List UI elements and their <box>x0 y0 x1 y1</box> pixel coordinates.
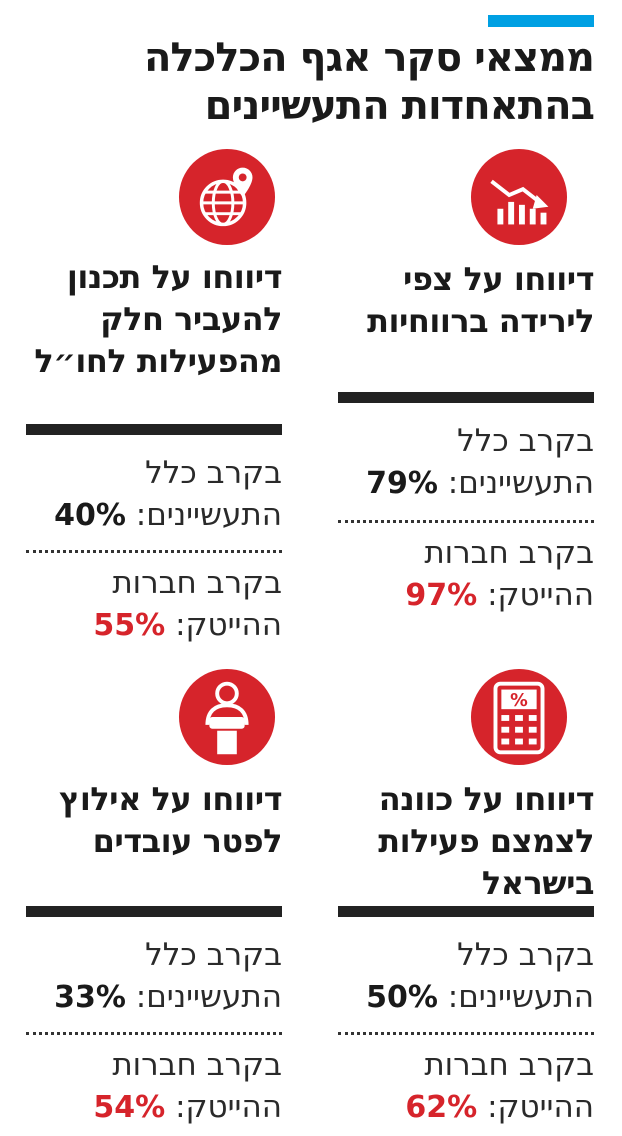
stat-label: בקרב כלל התעשיינים: <box>447 937 594 1015</box>
stat-value: 50% <box>366 980 438 1015</box>
stat-value: 40% <box>54 498 126 533</box>
stat-all-industrialists: בקרב כלל התעשיינים: 40% <box>26 452 282 537</box>
stat-label: בקרב כלל התעשיינים: <box>135 937 282 1015</box>
accent-bar <box>488 15 594 27</box>
stat-label: בקרב חברות ההייטק: <box>424 535 594 613</box>
stat-card-profit-decline: דיווחו על צפי לירידה ברווחיות בקרב כלל ה… <box>338 148 595 628</box>
stat-value: 33% <box>54 980 126 1015</box>
stat-hitech: בקרב חברות ההייטק: 54% <box>26 1044 282 1129</box>
stat-value: 79% <box>366 466 438 501</box>
card-heading: דיווחו על תכנון להעביר חלק מהפעילות לחו״… <box>34 258 282 380</box>
worker-box-icon <box>178 668 276 766</box>
card-divider <box>338 392 594 403</box>
card-heading: דיווחו על צפי לירידה ברווחיות <box>367 260 594 340</box>
dotted-divider <box>26 550 282 553</box>
stat-all-industrialists: בקרב כלל התעשיינים: 79% <box>338 420 594 505</box>
dotted-divider <box>26 1032 282 1035</box>
stat-label: בקרב חברות ההייטק: <box>424 1047 594 1125</box>
dotted-divider <box>338 1032 594 1035</box>
stat-label: בקרב חברות ההייטק: <box>112 565 282 643</box>
stat-hitech: בקרב חברות ההייטק: 97% <box>338 532 594 617</box>
globe-location-icon <box>178 148 276 246</box>
svg-text:%: % <box>510 691 528 711</box>
stat-value: 54% <box>93 1090 166 1125</box>
stat-hitech: בקרב חברות ההייטק: 62% <box>338 1044 594 1129</box>
dotted-divider <box>338 520 594 523</box>
page-title: ממצאי סקר אגף הכלכלה בהתאחדות התעשיינים <box>143 35 595 129</box>
stat-all-industrialists: בקרב כלל התעשיינים: 33% <box>26 934 282 1019</box>
stat-card-reduce-activity: % דיווחו על כוונה לצמצם פעילות בישראל בק… <box>338 668 595 1129</box>
stat-label: בקרב כלל התעשיינים: <box>135 455 282 533</box>
stat-value: 97% <box>405 578 478 613</box>
stat-label: בקרב חברות ההייטק: <box>112 1047 282 1125</box>
stat-value: 62% <box>405 1090 478 1125</box>
stat-hitech: בקרב חברות ההייטק: 55% <box>26 562 282 647</box>
stat-all-industrialists: בקרב כלל התעשיינים: 50% <box>338 934 594 1019</box>
stat-value: 55% <box>93 608 166 643</box>
card-heading: דיווחו על אילוץ לפטר עובדים <box>59 780 282 860</box>
card-heading: דיווחו על כוונה לצמצם פעילות בישראל <box>378 780 594 902</box>
declining-chart-icon <box>470 148 568 246</box>
card-divider <box>26 906 282 917</box>
card-divider <box>338 906 594 917</box>
stat-card-layoffs: דיווחו על אילוץ לפטר עובדים בקרב כלל התע… <box>26 668 283 1129</box>
stat-card-move-abroad: דיווחו על תכנון להעביר חלק מהפעילות לחו״… <box>26 148 283 648</box>
card-divider <box>26 424 282 435</box>
percent-calculator-icon: % <box>470 668 568 766</box>
stat-label: בקרב כלל התעשיינים: <box>447 423 594 501</box>
